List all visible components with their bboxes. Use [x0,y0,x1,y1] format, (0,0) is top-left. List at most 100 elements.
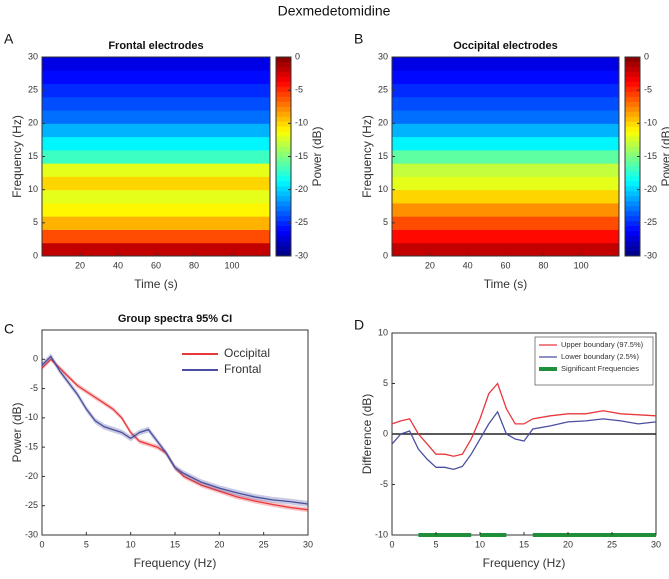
colorbar-step [276,206,291,212]
colorbar-label: Power (dB) [659,126,669,186]
colorbar-step [276,121,291,128]
heat-band [42,149,270,164]
x-tick-label: 0 [39,539,44,549]
colorbar-step [276,81,291,88]
heat-band [392,176,619,191]
series-line [41,355,309,505]
y-tick-label: -30 [25,529,38,539]
y-tick-label: -25 [25,500,38,510]
colorbar-step [625,226,640,232]
heat-band [392,229,619,244]
colorbar-tick-label: 0 [644,51,649,61]
figure-title: Dexmedetomidine [278,3,391,19]
colorbar-step [276,216,291,222]
colorbar-step [276,181,291,187]
heat-band [392,163,619,177]
y-tick-label: -10 [25,412,38,422]
colorbar-tick-label: -20 [295,184,308,194]
heat-band [392,57,619,71]
y-tick-label: -15 [25,442,38,452]
y-tick-label: 10 [28,184,38,194]
x-tick-label: 100 [224,260,239,270]
colorbar-step [276,236,291,242]
colorbar-step [276,161,291,167]
colorbar-step [625,191,640,197]
heat-band [392,202,619,217]
y-tick-label: 0 [33,250,38,260]
colorbar-step [276,136,291,143]
colorbar-step [276,101,291,108]
colorbar-step [276,201,291,207]
colorbar-step [276,96,291,103]
heat-band [392,189,619,204]
colorbar-step [276,146,291,153]
colorbar-step [276,86,291,93]
y-tick-label: 5 [383,378,388,388]
colorbar-step [625,246,640,252]
colorbar-step [276,151,291,157]
x-tick-label: 10 [126,539,136,549]
colorbar-step [625,201,640,207]
x-tick-label: 30 [651,539,661,549]
colorbar-step [625,61,640,68]
y-tick-label: -5 [380,479,388,489]
heat-band [42,189,270,204]
y-tick-label: 30 [378,51,388,61]
colorbar-step [276,131,291,138]
x-tick-label: 0 [389,539,394,549]
colorbar-tick-label: 0 [295,51,300,61]
colorbar-step [625,156,640,162]
y-axis-label: Difference (dB) [360,394,374,474]
x-tick-label: 20 [75,260,85,270]
heat-band [392,216,619,230]
heat-band [42,83,270,98]
heat-band [392,123,619,138]
x-tick-label: 5 [84,539,89,549]
colorbar-tick-label: -20 [644,184,657,194]
chart-title: Occipital electrodes [453,40,558,52]
legend-label: Upper boundary (97.5%) [561,340,644,349]
colorbar-step [625,231,640,237]
colorbar-step [625,57,640,63]
heat-band [42,202,270,217]
colorbar-step [276,61,291,68]
colorbar-step [625,106,640,113]
colorbar-step [625,146,640,153]
y-tick-label: 15 [28,151,38,161]
heat-band [392,83,619,98]
colorbar-step [625,131,640,138]
colorbar-tick-label: -10 [644,118,657,128]
x-tick-label: 20 [425,260,435,270]
colorbar-step [625,86,640,93]
colorbar-step [276,221,291,227]
series-line [391,410,657,471]
colorbar-step [625,171,640,177]
colorbar-step [625,121,640,128]
y-tick-label: -20 [25,471,38,481]
heat-band [392,149,619,164]
x-tick-label: 20 [563,539,573,549]
colorbar-step [625,136,640,143]
x-axis-label: Frequency (Hz) [483,556,566,570]
y-tick-label: 0 [383,428,388,438]
colorbar-step [276,116,291,123]
y-axis-label: Frequency (Hz) [360,115,374,198]
colorbar-step [276,186,291,192]
heat-band [42,216,270,230]
heat-band [42,110,270,124]
colorbar-step [276,57,291,63]
legend-label: Occipital [224,346,270,360]
colorbar-step [276,126,291,133]
colorbar-step [625,111,640,118]
legend-label: Lower boundary (2.5%) [561,352,639,361]
colorbar-step [625,216,640,222]
colorbar-tick-label: -30 [644,250,657,260]
y-axis-label: Power (dB) [10,402,24,462]
y-tick-label: 20 [378,118,388,128]
colorbar-tick-label: -15 [644,151,657,161]
colorbar-step [625,66,640,73]
colorbar-step [625,186,640,192]
colorbar-step [625,116,640,123]
panel-label: B [354,31,363,47]
